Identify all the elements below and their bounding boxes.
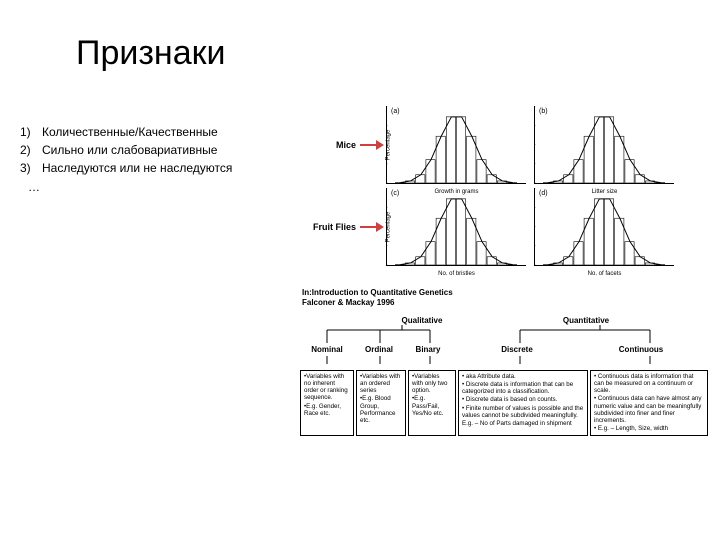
tree-mid-node: Continuous xyxy=(582,343,700,356)
citation-line1: In:Introduction to Quantitative Genetics xyxy=(302,288,453,298)
tree-mid-node: Ordinal xyxy=(354,343,404,356)
histogram-charts: Mice(a)PercentageGrowth in grams(b)Litte… xyxy=(300,106,700,270)
tree-boxes: •Variables with no inherent order or ran… xyxy=(300,370,708,436)
tree-leaf-line: • Continuous data can have almost any nu… xyxy=(594,395,704,424)
histogram-panel: (c)PercentageNo. of bristles xyxy=(386,188,526,266)
list-item-text: Сильно или слабовариативные xyxy=(42,142,280,158)
list-item-number: 1) xyxy=(20,124,42,140)
page-title: Признаки xyxy=(76,34,225,73)
histogram-panel: (a)PercentageGrowth in grams xyxy=(386,106,526,184)
tree-leaf-line: •Variables with an ordered series xyxy=(360,373,402,394)
panel-tag: (d) xyxy=(539,190,548,197)
tree-leaf-line: • E.g. – Length, Size, width xyxy=(594,425,704,432)
arrow-icon xyxy=(360,140,386,150)
list-item: 2)Сильно или слабовариативные xyxy=(20,142,280,158)
tree-node-qualitative: Qualitative xyxy=(340,316,504,325)
classification-tree: Qualitative Quantitative NominalOrdinalB… xyxy=(300,316,708,436)
tree-mid-node: Discrete xyxy=(452,343,582,356)
tree-leaf-line: • Finite number of values is possible an… xyxy=(462,405,584,419)
histogram-panel: (b)Litter size xyxy=(534,106,674,184)
tree-leaf-box: • aka Attribute data.• Discrete data is … xyxy=(458,370,588,436)
tree-leaf-line: • Discrete data is information that can … xyxy=(462,381,584,395)
histogram-panel: (d)No. of facets xyxy=(534,188,674,266)
panel-ylabel: Percentage xyxy=(385,129,391,160)
tree-leaf-line: E.g. – No of Parts damaged in shipment xyxy=(462,420,584,427)
tree-connectors-mid xyxy=(300,356,708,368)
tree-leaf-box: •Variables with an ordered series•E.g. B… xyxy=(356,370,406,436)
list-item-number: 3) xyxy=(20,160,42,176)
tree-leaf-line: • Discrete data is based on counts. xyxy=(462,396,584,403)
chart-row: Mice(a)PercentageGrowth in grams(b)Litte… xyxy=(300,106,700,184)
list-ellipsis: … xyxy=(28,179,280,195)
panel-ylabel: Percentage xyxy=(385,211,391,242)
tree-connectors-top xyxy=(300,325,708,343)
tree-leaf-line: • Continuous data is information that ca… xyxy=(594,373,704,394)
tree-leaf-box: •Variables with only two option.•E.g. Pa… xyxy=(408,370,456,436)
tree-leaf-box: •Variables with no inherent order or ran… xyxy=(300,370,354,436)
list-item-number: 2) xyxy=(20,142,42,158)
chart-row: Fruit Flies(c)PercentageNo. of bristles(… xyxy=(300,188,700,266)
list-item: 3)Наследуются или не наследуются xyxy=(20,160,280,176)
feature-list: 1)Количественные/Качественные2)Сильно ил… xyxy=(20,124,280,195)
arrow-icon xyxy=(360,222,386,232)
chart-row-label: Fruit Flies xyxy=(300,222,360,232)
panel-xlabel: No. of facets xyxy=(535,271,674,277)
list-item-text: Количественные/Качественные xyxy=(42,124,280,140)
panel-tag: (c) xyxy=(391,190,399,197)
citation: In:Introduction to Quantitative Genetics… xyxy=(302,288,453,307)
chart-row-label: Mice xyxy=(300,140,360,150)
panel-tag: (a) xyxy=(391,108,400,115)
tree-mid-node: Nominal xyxy=(300,343,354,356)
tree-leaf-box: • Continuous data is information that ca… xyxy=(590,370,708,436)
tree-leaf-line: •E.g. Pass/Fail, Yes/No etc. xyxy=(412,395,452,416)
tree-leaf-line: •Variables with only two option. xyxy=(412,373,452,394)
tree-leaf-line: • aka Attribute data. xyxy=(462,373,584,380)
panel-xlabel: No. of bristles xyxy=(387,271,526,277)
list-item: 1)Количественные/Качественные xyxy=(20,124,280,140)
tree-mid-row: NominalOrdinalBinaryDiscreteContinuous xyxy=(300,343,708,356)
tree-leaf-line: •Variables with no inherent order or ran… xyxy=(304,373,350,402)
list-item-text: Наследуются или не наследуются xyxy=(42,160,280,176)
tree-leaf-line: •E.g. Gender, Race etc. xyxy=(304,403,350,417)
tree-node-quantitative: Quantitative xyxy=(504,316,668,325)
citation-line2: Falconer & Mackay 1996 xyxy=(302,298,453,308)
tree-mid-node: Binary xyxy=(404,343,452,356)
panel-tag: (b) xyxy=(539,108,548,115)
tree-leaf-line: •E.g. Blood Group, Performance etc. xyxy=(360,395,402,424)
tree-top-row: Qualitative Quantitative xyxy=(300,316,708,325)
